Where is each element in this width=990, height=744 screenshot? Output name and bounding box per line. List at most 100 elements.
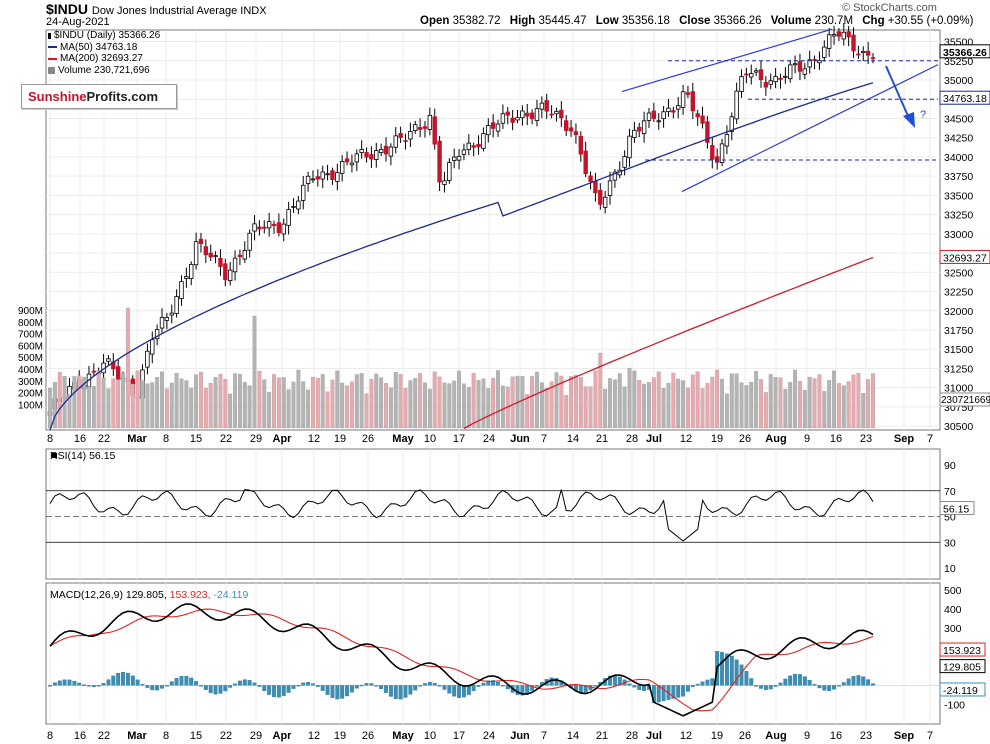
rsi-axis-label: 30 — [944, 537, 956, 549]
volume-value-box — [939, 392, 990, 407]
macd-hist-bar — [466, 685, 471, 695]
volume-bar — [91, 386, 96, 429]
macd-hist-bar — [354, 685, 359, 689]
macd-hist-bar — [432, 683, 437, 686]
volume-bar — [807, 376, 812, 429]
macd-hist-bar — [749, 678, 754, 686]
volume-bar — [710, 376, 715, 429]
volume-bar — [734, 373, 739, 429]
candle-body — [602, 196, 608, 208]
candle-body — [676, 105, 681, 110]
macd-value-box — [939, 682, 986, 697]
macd-hist-bar — [554, 678, 559, 686]
volume-bar — [720, 378, 724, 429]
candle-body — [369, 154, 374, 160]
x-tick-label: 26 — [739, 730, 751, 742]
volume-bar — [418, 373, 423, 429]
macd-hist-bar — [130, 675, 135, 686]
macd-hist-bar — [311, 683, 315, 686]
sunshine-profits-logo: Sunshine Profits.com — [21, 84, 177, 109]
volume-bar — [306, 389, 311, 429]
macd-hist-bar — [705, 679, 710, 686]
volume-bar — [666, 382, 671, 429]
ma50-price-label: 34763.18 — [943, 93, 987, 105]
candle-body — [788, 64, 793, 80]
volume-bar — [208, 383, 213, 429]
volume-bar — [739, 382, 744, 429]
macd-hist-bar — [496, 681, 500, 686]
macd-hist-bar — [125, 672, 130, 686]
candle-body — [227, 269, 233, 281]
volume-bar — [150, 382, 155, 429]
candle-body — [232, 257, 238, 273]
macd-histogram — [48, 651, 875, 704]
volume-bar — [364, 393, 369, 429]
macd-hist-bar — [724, 653, 729, 686]
candle-body — [500, 113, 506, 124]
candle-body — [632, 129, 637, 138]
x-tick-label: 10 — [424, 433, 436, 445]
macd-hist-bar — [164, 685, 169, 687]
candle-body — [432, 116, 437, 145]
candle-body — [150, 339, 155, 355]
volume-bar — [272, 374, 276, 429]
candle-body — [159, 317, 165, 329]
macd-hist-bar — [388, 685, 393, 697]
volume-bar — [315, 377, 320, 429]
candle-body — [378, 148, 384, 153]
x-tick-label: Jun — [510, 730, 530, 742]
volume-bar — [106, 388, 111, 429]
volume-bar — [622, 386, 627, 429]
volume-bar — [471, 373, 476, 429]
macd-hist-bar — [384, 685, 388, 694]
logo-part1: Sunshine — [28, 89, 87, 104]
candle-body — [330, 170, 335, 181]
candle-body — [841, 31, 846, 40]
candle-body — [700, 115, 705, 124]
volume-bar — [856, 373, 861, 429]
candle-body — [218, 257, 223, 267]
candle-body — [403, 140, 408, 142]
rsi-value-box — [939, 501, 975, 516]
volume-bar — [476, 380, 481, 429]
volume-bar — [374, 373, 379, 429]
candle-body — [422, 126, 428, 129]
x-tick-label: 12 — [308, 433, 320, 445]
volume-value: 230.7M — [814, 15, 854, 27]
volume-bar — [627, 367, 632, 429]
macd-hist-bar — [286, 685, 291, 693]
legend-price-label: $INDU (Daily) 35366.26 — [54, 30, 161, 41]
volume-bar — [174, 373, 179, 429]
volume-bar — [481, 378, 486, 429]
candle-body — [164, 317, 170, 321]
macd-hist-bar — [213, 685, 218, 695]
candle-body — [778, 77, 783, 80]
candle-body — [213, 255, 218, 257]
macd-hist-bar — [96, 685, 101, 687]
volume-bar — [262, 379, 267, 429]
candle-body — [573, 131, 579, 135]
macd-hist-bar — [637, 685, 642, 691]
candle-body — [257, 226, 262, 230]
macd-hist-bar — [729, 655, 734, 686]
arrow-head-icon — [903, 112, 915, 128]
volume-bar — [457, 370, 462, 429]
volume-bar — [447, 383, 452, 429]
candle-body — [529, 112, 535, 120]
volume-bar — [778, 377, 783, 429]
macd-hist-bar — [608, 675, 612, 686]
volume-bar — [111, 378, 116, 429]
line-swatch-icon — [48, 57, 57, 60]
candle-swatch-icon — [48, 32, 51, 39]
candle-body — [846, 31, 851, 38]
volume-bar — [345, 385, 350, 429]
macd-hist-bar — [759, 685, 763, 689]
candle-body — [856, 53, 861, 56]
volume-bar — [788, 382, 793, 429]
price-panel-frame — [45, 29, 941, 431]
candle-body — [836, 31, 842, 37]
volume-bar — [359, 373, 364, 429]
x-tick-label: 12 — [680, 730, 692, 742]
macd-hist-bar — [247, 680, 252, 686]
macd-hist-bar — [315, 685, 320, 687]
